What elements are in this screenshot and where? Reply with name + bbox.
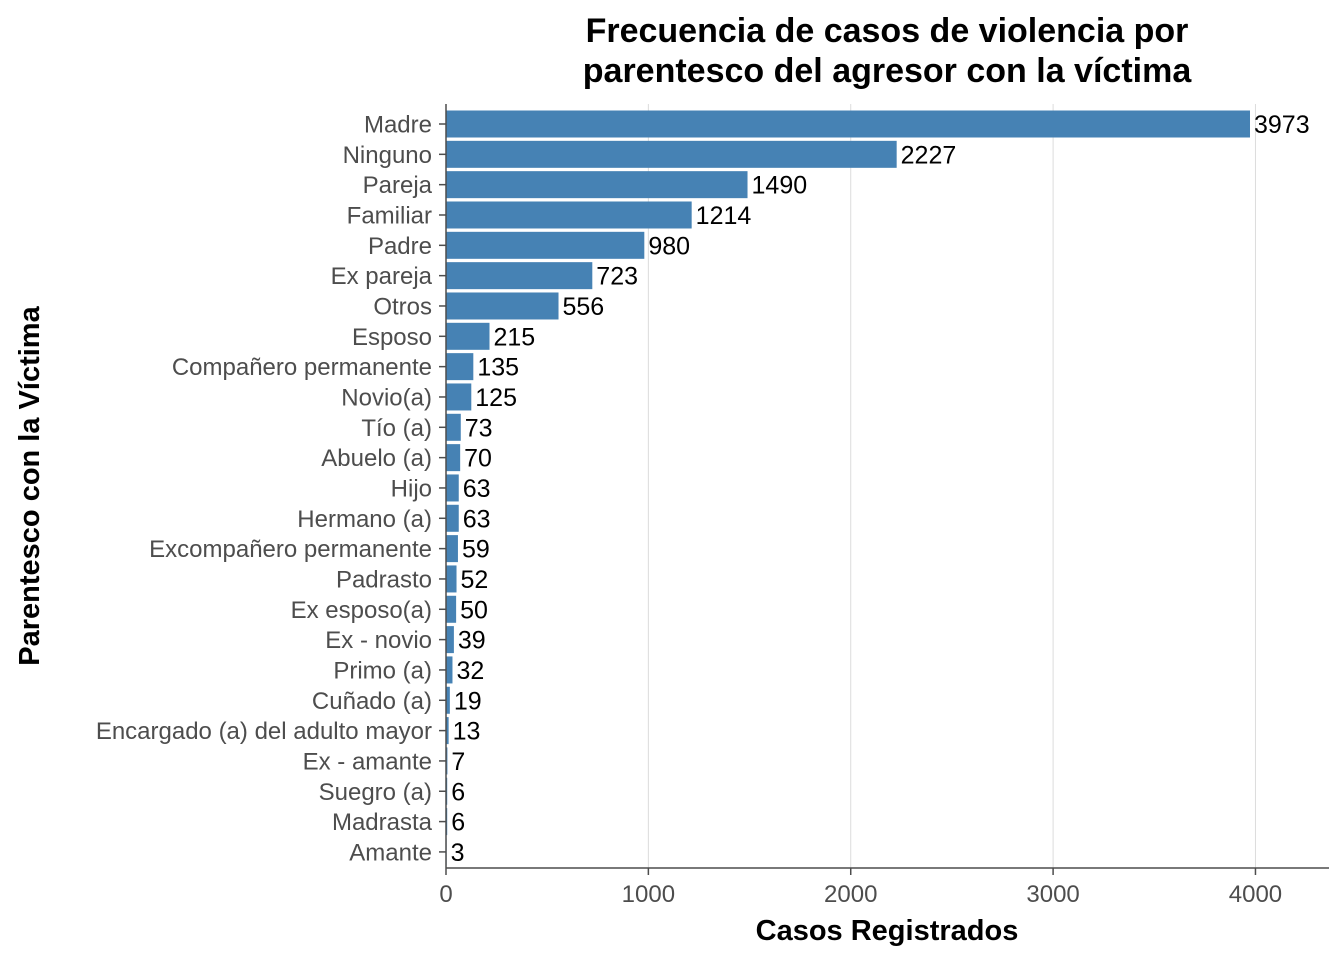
bar [446,595,457,623]
data-label: 215 [494,323,536,351]
chart-title-line-1: Frecuencia de casos de violencia por [586,12,1189,50]
category-label: Cuñado (a) [312,688,432,715]
category-label: Familiar [347,202,432,229]
bar [446,262,593,290]
category-label: Ex pareja [331,263,433,290]
bar [446,292,559,320]
category-label: Ex - novio [325,627,432,654]
category-label: Padrasto [336,566,432,593]
category-label: Ex - amante [303,748,432,775]
bar [446,474,459,502]
data-label: 125 [475,384,517,412]
data-label: 556 [563,293,605,321]
category-label: Compañero permanente [172,354,432,381]
category-label: Novio(a) [341,384,432,411]
data-label: 63 [463,505,491,533]
category-label: Abuelo (a) [321,445,432,472]
category-label: Madrasta [332,809,433,836]
data-label: 19 [454,687,482,715]
x-tick-label: 1000 [622,881,675,908]
category-label: Pareja [363,172,433,199]
bars [446,110,1250,866]
data-label: 2227 [901,141,957,169]
category-label: Ninguno [343,142,432,169]
category-label: Hijo [391,475,432,502]
category-label: Madre [364,112,432,139]
bar [446,413,461,441]
data-label: 723 [596,263,638,291]
x-tick-label: 2000 [824,881,877,908]
category-label: Primo (a) [333,657,432,684]
data-label: 50 [460,596,488,624]
category-label: Amante [349,839,432,866]
category-label: Suegro (a) [319,779,432,806]
data-label: 7 [451,748,465,776]
bar [446,383,472,411]
data-label: 6 [451,778,465,806]
category-label: Encargado (a) del adulto mayor [96,718,432,745]
data-label: 3 [451,839,465,867]
bar [446,565,457,593]
bar [446,444,461,472]
category-labels: Madre Ninguno Pareja Familiar Padre Ex pareja… [96,112,446,866]
bar [446,717,449,745]
bar [446,231,645,259]
category-label: Ex esposo(a) [291,597,432,624]
data-label: 59 [462,536,490,564]
data-label: 135 [477,354,519,382]
category-label: Tío (a) [361,415,432,442]
category-label: Excompañero permanente [149,536,432,563]
bar [446,171,748,199]
data-label: 70 [464,445,492,473]
data-label: 32 [456,657,484,685]
bar [446,322,490,350]
bar [446,656,453,684]
data-label: 52 [461,566,489,594]
x-tick-label: 3000 [1026,881,1079,908]
data-label: 1214 [696,202,752,230]
data-label: 63 [463,475,491,503]
data-label: 3973 [1254,111,1310,139]
bar [446,686,450,714]
bar [446,201,692,229]
bar [446,535,458,563]
gridlines [647,104,1256,868]
data-label: 980 [648,232,690,260]
data-labels: 3973222714901214980723556215135125737063… [451,111,1310,867]
bar [446,626,454,654]
chart-title-line-2: parentesco del agresor con la víctima [583,52,1193,90]
data-label: 39 [458,627,486,655]
category-label: Esposo [352,324,432,351]
bar [446,504,459,532]
data-label: 6 [451,809,465,837]
data-label: 73 [465,414,493,442]
bar [446,140,897,168]
y-axis-title: Parentesco con la Víctima [14,305,46,665]
x-tick-label: 4000 [1229,881,1282,908]
bar [446,110,1250,138]
data-label: 13 [453,718,481,746]
category-label: Otros [373,293,432,320]
x-tick-labels: 0 1000 2000 3000 4000 [439,868,1282,908]
x-axis-title: Casos Registrados [756,915,1019,947]
bar [446,353,474,381]
data-label: 1490 [752,172,808,200]
x-tick-label: 0 [439,881,452,908]
category-label: Hermano (a) [297,506,432,533]
category-label: Padre [368,233,432,260]
